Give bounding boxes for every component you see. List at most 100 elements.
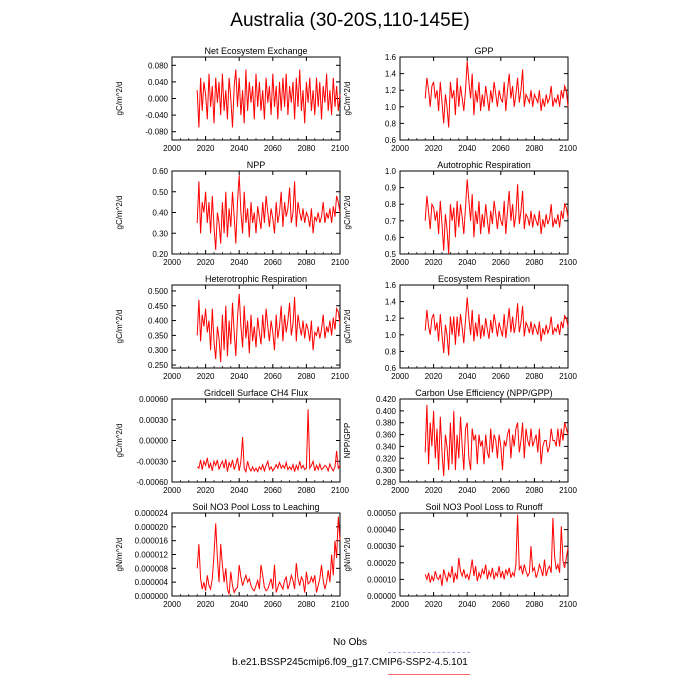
er-xtick-label: 2040 [458, 372, 476, 381]
legend-obs-line [388, 652, 470, 653]
hr-xtick-label: 2100 [331, 372, 349, 381]
gpp-ylabel: gC/m^2/d [343, 82, 352, 116]
gpp-xtick-label: 2000 [391, 144, 409, 153]
no3runoff-xtick-label: 2020 [425, 600, 443, 609]
ar-ytick-label: 1.0 [385, 167, 397, 176]
npp-ytick-label: 0.30 [152, 229, 168, 238]
cue-ytick-label: 0.420 [376, 395, 397, 404]
no3leach-series-line [196, 516, 341, 595]
ar-ytick-label: 0.7 [385, 217, 397, 226]
cue-xtick-label: 2040 [458, 486, 476, 495]
nee-xtick-label: 2020 [197, 144, 215, 153]
ar-xtick-label: 2020 [425, 258, 443, 267]
nee-xtick-label: 2100 [331, 144, 349, 153]
nee-ytick-label: 0.000 [148, 95, 169, 104]
npp-ytick-label: 0.40 [152, 209, 168, 218]
ch4-xtick-label: 2080 [298, 486, 316, 495]
er-title: Ecosystem Respiration [438, 274, 530, 284]
ar-plot-frame [399, 170, 569, 255]
nee-xtick-label: 2040 [230, 144, 248, 153]
gpp-ytick-label: 0.6 [385, 136, 397, 145]
npp-xtick-label: 2100 [331, 258, 349, 267]
hr-xtick-label: 2060 [264, 372, 282, 381]
no3runoff-xtick-label: 2000 [391, 600, 409, 609]
nee-ytick-label: 0.040 [148, 78, 169, 87]
no3runoff-ytick-label: 0.00020 [367, 559, 396, 568]
no3runoff-xtick-label: 2100 [559, 600, 577, 609]
npp-ytick-label: 0.50 [152, 188, 168, 197]
npp-series-line [196, 175, 341, 250]
cue-xtick-label: 2060 [492, 486, 510, 495]
er-ytick-label: 0.6 [385, 364, 397, 373]
er-ytick-label: 1.6 [385, 281, 397, 290]
no3runoff-xtick-label: 2040 [458, 600, 476, 609]
ch4-xtick-label: 2040 [230, 486, 248, 495]
hr-ytick-label: 0.300 [148, 346, 169, 355]
no3leach-xtick-label: 2100 [331, 600, 349, 609]
nee-ytick-label: -0.040 [145, 111, 168, 120]
gpp-xtick-label: 2100 [559, 144, 577, 153]
ar-title: Autotrophic Respiration [437, 160, 531, 170]
ch4-ylabel: gC/m^2/d [115, 424, 124, 458]
no3leach-title: Soil NO3 Pool Loss to Leaching [192, 502, 319, 512]
cue-xtick-label: 2100 [559, 486, 577, 495]
nee-title: Net Ecosystem Exchange [204, 46, 307, 56]
ch4-ytick-label: -0.00030 [136, 457, 168, 466]
ch4-series-line [196, 409, 341, 474]
er-xtick-label: 2000 [391, 372, 409, 381]
ch4-ytick-label: 0.00060 [139, 395, 168, 404]
nee-ylabel: gC/m^2/d [115, 82, 124, 116]
no3runoff-xtick-label: 2080 [526, 600, 544, 609]
hr-ytick-label: 0.500 [148, 287, 169, 296]
er-xtick-label: 2100 [559, 372, 577, 381]
er-xtick-label: 2020 [425, 372, 443, 381]
ar-ytick-label: 0.9 [385, 184, 397, 193]
no3runoff-xtick-label: 2060 [492, 600, 510, 609]
nee-series-line [196, 69, 341, 128]
npp-title: NPP [247, 160, 266, 170]
ch4-ytick-label: 0.00030 [139, 416, 168, 425]
npp-ylabel: gC/m^2/d [115, 196, 124, 230]
no3leach-ytick-label: 0.000000 [135, 592, 169, 601]
er-xtick-label: 2060 [492, 372, 510, 381]
hr-ytick-label: 0.350 [148, 331, 169, 340]
nee-xtick-label: 2000 [163, 144, 181, 153]
cue-xtick-label: 2020 [425, 486, 443, 495]
cue-ytick-label: 0.300 [376, 466, 397, 475]
no3leach-plot-frame [171, 512, 341, 597]
ar-xtick-label: 2000 [391, 258, 409, 267]
no3runoff-ylabel: gN/m^2/d [343, 538, 352, 572]
gpp-ytick-label: 0.8 [385, 119, 397, 128]
no3runoff-title: Soil NO3 Pool Loss to Runoff [426, 502, 543, 512]
cue-ytick-label: 0.400 [376, 407, 397, 416]
ar-xtick-label: 2040 [458, 258, 476, 267]
nee-xtick-label: 2080 [298, 144, 316, 153]
no3leach-ytick-label: 0.000008 [135, 564, 169, 573]
no3leach-ytick-label: 0.000020 [135, 523, 169, 532]
ar-ytick-label: 0.5 [385, 250, 397, 259]
ch4-xtick-label: 2000 [163, 486, 181, 495]
ch4-xtick-label: 2060 [264, 486, 282, 495]
er-ytick-label: 1.0 [385, 331, 397, 340]
npp-xtick-label: 2060 [264, 258, 282, 267]
legend-model-label: b.e21.BSSP245cmip6.f09_g17.CMIP6-SSP2-4.… [232, 657, 468, 668]
gpp-ytick-label: 1.6 [385, 53, 397, 62]
cue-ytick-label: 0.380 [376, 419, 397, 428]
hr-ytick-label: 0.400 [148, 317, 169, 326]
no3runoff-ytick-label: 0.00050 [367, 509, 396, 518]
hr-xtick-label: 2000 [163, 372, 181, 381]
nee-xtick-label: 2060 [264, 144, 282, 153]
no3runoff-ytick-label: 0.00030 [367, 542, 396, 551]
gpp-ytick-label: 1.0 [385, 103, 397, 112]
gpp-series-line [424, 61, 569, 128]
hr-ytick-label: 0.450 [148, 302, 169, 311]
no3leach-xtick-label: 2060 [264, 600, 282, 609]
no3leach-xtick-label: 2000 [163, 600, 181, 609]
hr-ylabel: gC/m^2/d [115, 310, 124, 344]
er-ytick-label: 1.2 [385, 314, 397, 323]
cue-series-line [424, 404, 569, 477]
gpp-xtick-label: 2060 [492, 144, 510, 153]
no3leach-ytick-label: 0.000004 [135, 578, 169, 587]
legend-model-line [388, 674, 470, 675]
